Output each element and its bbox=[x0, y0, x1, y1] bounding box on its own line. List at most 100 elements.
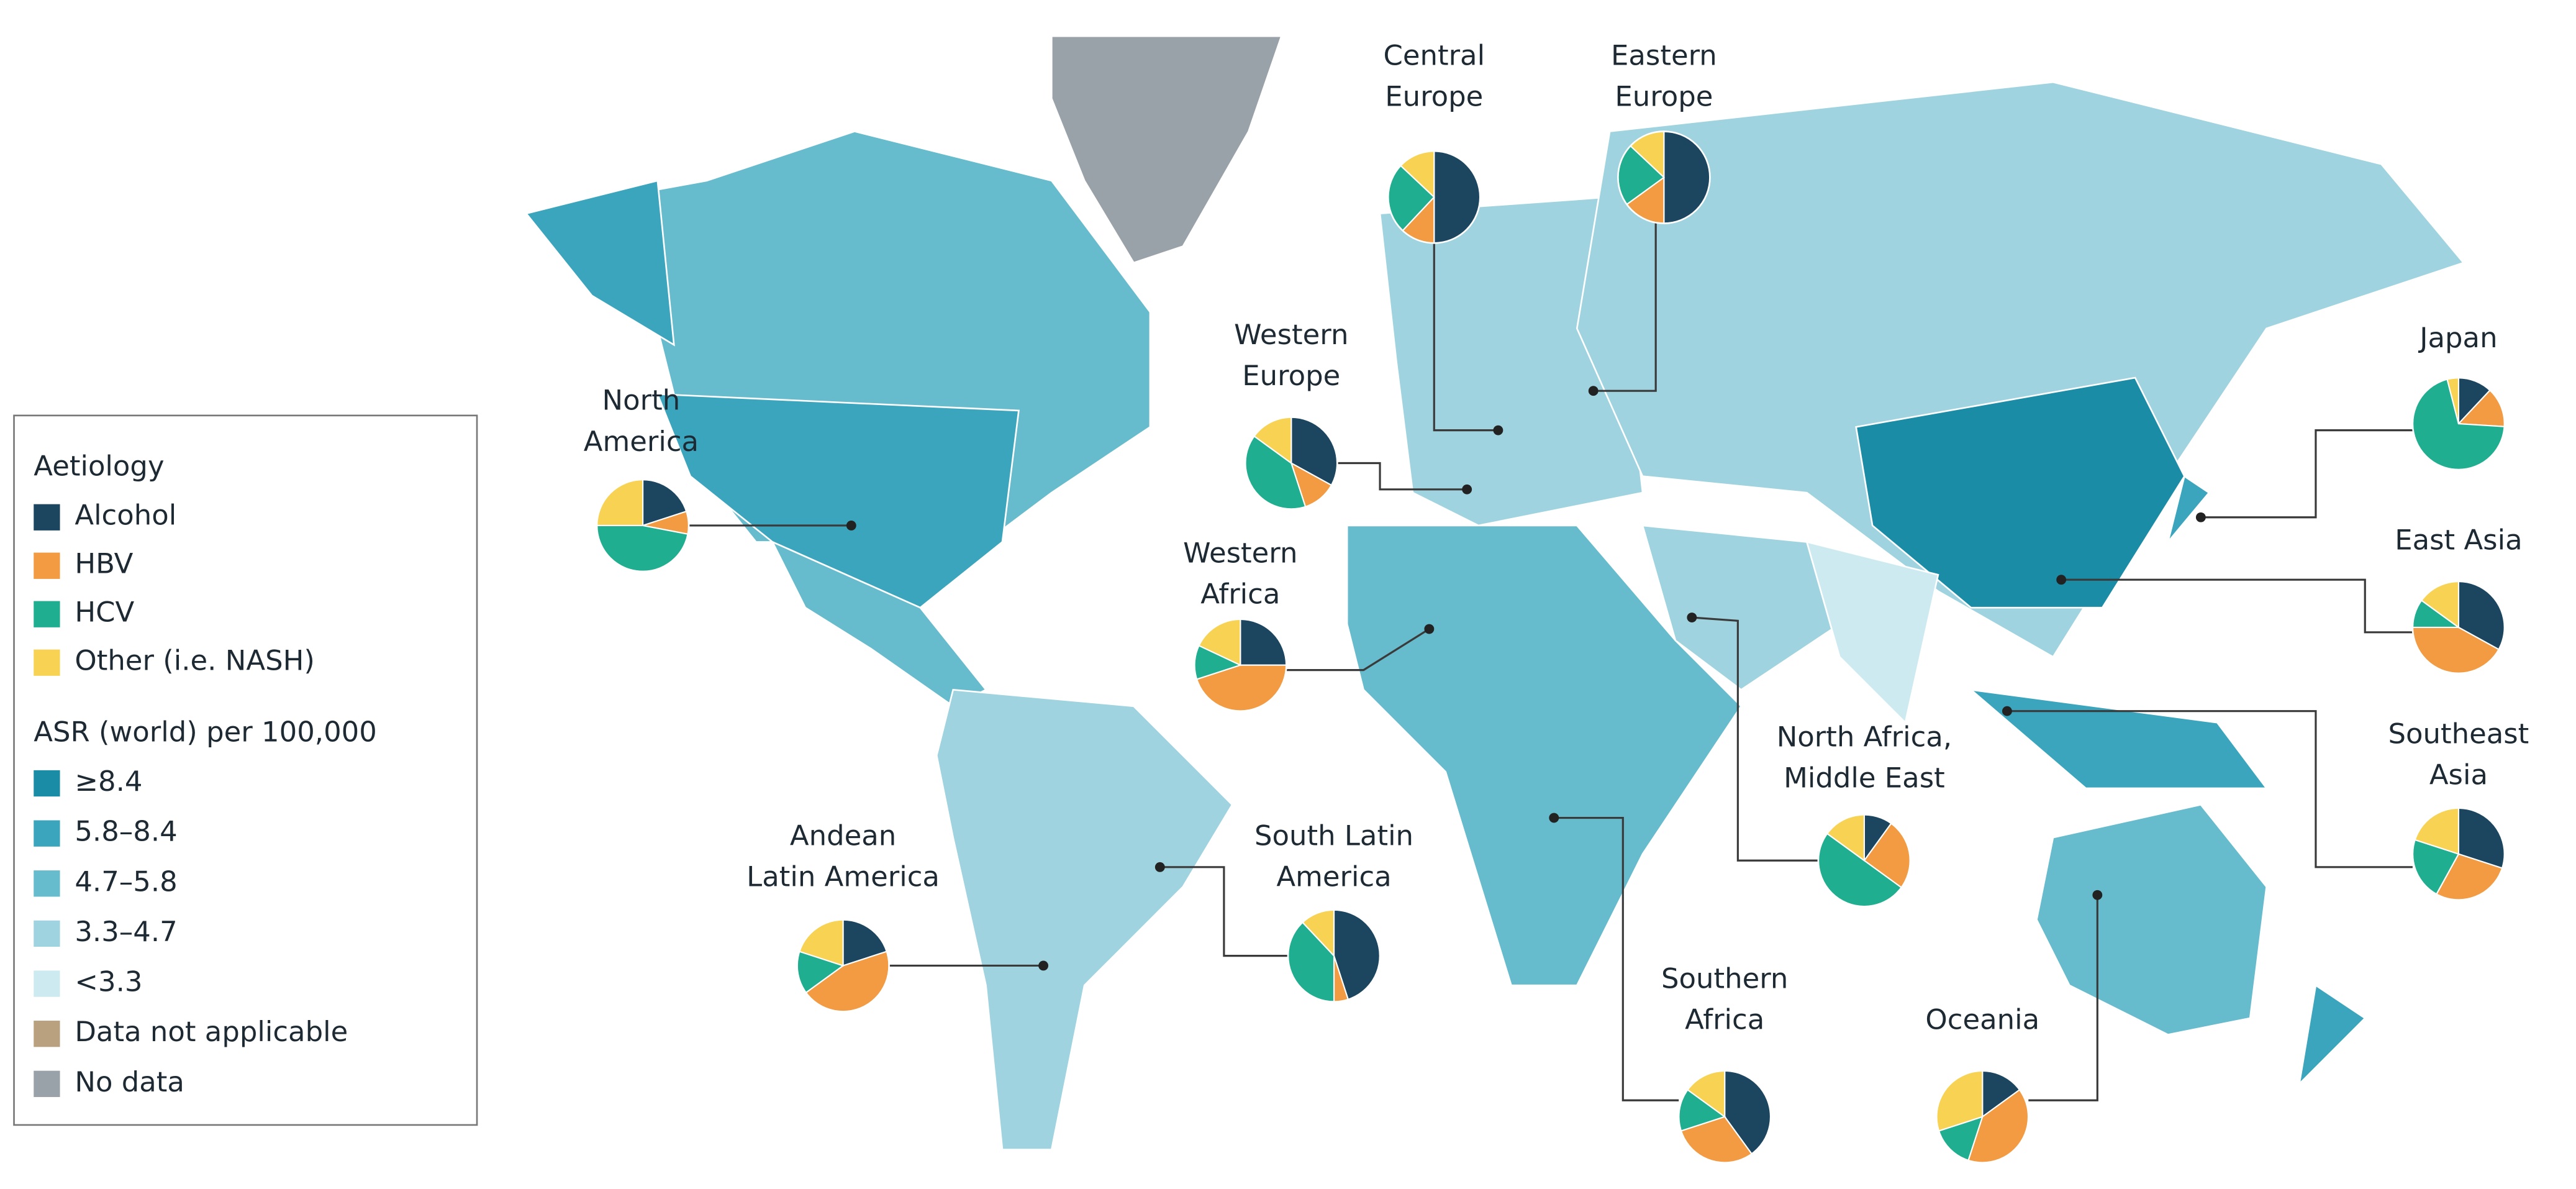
legend-label: HBV bbox=[75, 547, 133, 580]
location-dot bbox=[2092, 890, 2103, 900]
region-label: Asia bbox=[2429, 758, 2488, 791]
australia bbox=[2036, 803, 2267, 1036]
location-dot bbox=[1424, 624, 1435, 634]
region: East Asia bbox=[2056, 523, 2523, 675]
africa bbox=[1346, 524, 1743, 986]
region-label: Southeast bbox=[2388, 717, 2529, 750]
legend-swatch bbox=[34, 649, 60, 676]
japan-islands bbox=[2167, 475, 2211, 543]
middle-east bbox=[1641, 524, 1841, 691]
region-label: Oceania bbox=[1925, 1003, 2039, 1036]
leader-line bbox=[1692, 616, 1818, 862]
legend-swatch bbox=[34, 920, 60, 947]
region-label: Western bbox=[1183, 537, 1297, 570]
legend-label: 5.8–8.4 bbox=[75, 815, 177, 848]
location-dot bbox=[1493, 425, 1503, 435]
pie-outline bbox=[596, 478, 690, 573]
legend-title: ASR (world) per 100,000 bbox=[34, 716, 377, 749]
legend-swatch bbox=[34, 504, 60, 531]
region-label: Latin America bbox=[746, 860, 940, 893]
leader-line bbox=[1286, 628, 1430, 672]
region-label: Eastern bbox=[1611, 39, 1717, 72]
region: Western Africa bbox=[1183, 537, 1435, 713]
legend-label: HCV bbox=[75, 596, 134, 629]
leader-line bbox=[1159, 866, 1288, 957]
region: Andean Latin America bbox=[746, 819, 1049, 1013]
legend-label: <3.3 bbox=[75, 965, 142, 998]
legend-swatch bbox=[34, 870, 60, 897]
location-dot bbox=[1687, 613, 1697, 622]
location-dot bbox=[846, 521, 856, 531]
legend-label: Data not applicable bbox=[75, 1015, 348, 1048]
leader-line bbox=[1593, 223, 1657, 392]
legend-swatch bbox=[34, 552, 60, 579]
leader-line bbox=[2028, 895, 2098, 1101]
legend-label: No data bbox=[75, 1065, 184, 1098]
greenland bbox=[1050, 35, 1283, 264]
location-dot bbox=[1549, 813, 1559, 823]
legend-title: Aetiology bbox=[34, 449, 164, 482]
legend-swatch bbox=[34, 820, 60, 847]
legend-swatch bbox=[34, 1070, 60, 1097]
pie-outline bbox=[1617, 130, 1711, 224]
leader-line bbox=[2200, 429, 2413, 519]
pie-outline bbox=[2411, 376, 2506, 471]
pie-slice bbox=[596, 524, 689, 572]
pie-outline bbox=[1287, 909, 1381, 1003]
location-dot bbox=[1462, 484, 1472, 494]
region-label: East Asia bbox=[2395, 523, 2522, 556]
region-label: Central bbox=[1383, 39, 1485, 72]
location-dot bbox=[1038, 960, 1049, 971]
legend-label: Other (i.e. NASH) bbox=[75, 644, 315, 677]
region-label: Europe bbox=[1615, 80, 1713, 113]
leader-line bbox=[1337, 462, 1467, 491]
location-dot bbox=[2002, 706, 2012, 716]
leader-line bbox=[2007, 710, 2413, 868]
legend-swatch bbox=[34, 770, 60, 797]
region-label: Andean bbox=[790, 819, 896, 852]
region-label: North bbox=[602, 384, 681, 417]
region-label: America bbox=[1276, 860, 1391, 893]
southeast-asia bbox=[1968, 688, 2269, 790]
region-label: Europe bbox=[1242, 359, 1340, 392]
legend-label: ≥8.4 bbox=[75, 765, 142, 798]
region: North America bbox=[584, 384, 856, 573]
region-label: Europe bbox=[1385, 80, 1483, 113]
legend-label: Alcohol bbox=[75, 499, 176, 532]
location-dot bbox=[1588, 386, 1599, 396]
region-label: America bbox=[584, 425, 699, 458]
legend-box bbox=[13, 414, 478, 1126]
region-label: Southern bbox=[1661, 962, 1788, 995]
pie-outline bbox=[1935, 1070, 2030, 1164]
region: South Latin America bbox=[1154, 819, 1413, 1003]
location-dot bbox=[2195, 512, 2206, 522]
leader-line bbox=[2061, 578, 2413, 634]
region: Central Europe bbox=[1383, 39, 1503, 435]
legend: Aetiology Alcohol HBV HCV Other (i.e. NASH) A… bbox=[13, 414, 478, 1126]
pie-outline bbox=[1817, 813, 1912, 908]
legend-label: 4.7–5.8 bbox=[75, 865, 177, 898]
pie-outline bbox=[1387, 150, 1481, 244]
region: Western Europe bbox=[1234, 318, 1472, 510]
region: Southern Africa bbox=[1549, 813, 1788, 1164]
region: North Africa, Middle East bbox=[1687, 613, 1952, 908]
legend-swatch bbox=[34, 970, 60, 997]
region-label: Africa bbox=[1200, 578, 1280, 611]
south-america bbox=[935, 688, 1233, 1150]
region-pies: NorthAmericaCentralEuropeEasternEuropeWe… bbox=[584, 39, 2529, 1164]
region-label: Middle East bbox=[1784, 762, 1945, 795]
region: Southeast Asia bbox=[2002, 706, 2529, 901]
legend-swatch bbox=[34, 601, 60, 627]
region-label: Africa bbox=[1685, 1003, 1764, 1036]
legend-label: 3.3–4.7 bbox=[75, 915, 177, 948]
legend-swatch bbox=[34, 1021, 60, 1047]
leader-line bbox=[1554, 816, 1679, 1101]
leader-line bbox=[1433, 243, 1499, 432]
new-zealand bbox=[2298, 983, 2367, 1086]
region-label: Japan bbox=[2418, 321, 2497, 354]
pie-outline bbox=[2411, 807, 2506, 901]
location-dot bbox=[2056, 575, 2067, 585]
region: Japan bbox=[2195, 321, 2506, 522]
